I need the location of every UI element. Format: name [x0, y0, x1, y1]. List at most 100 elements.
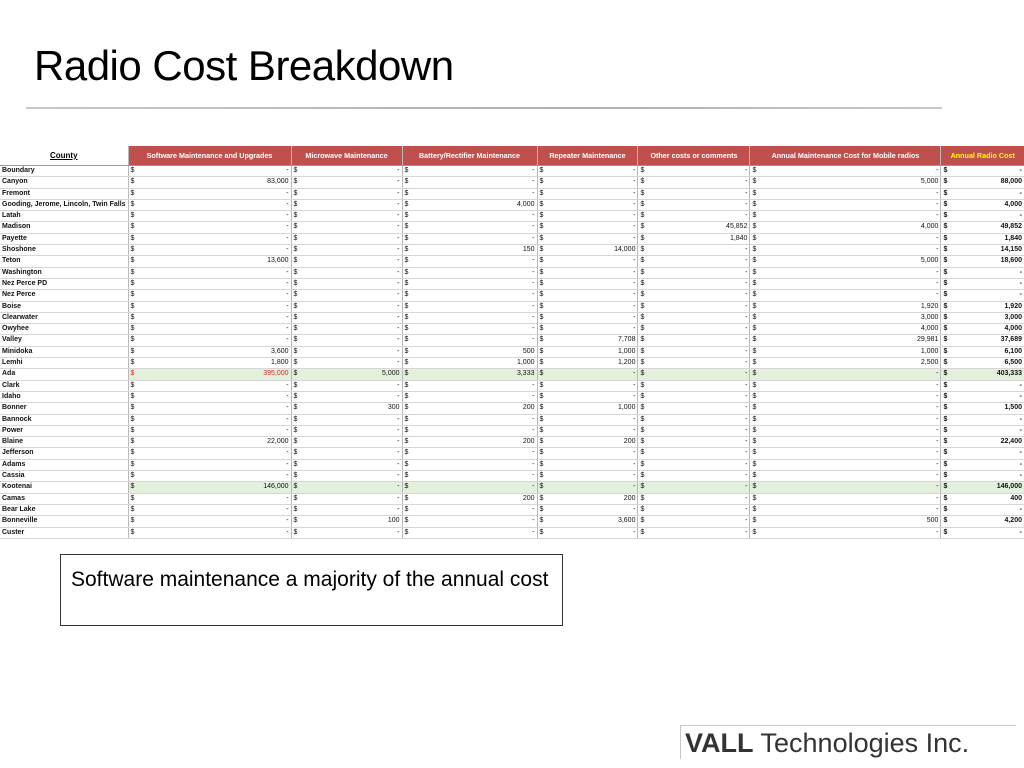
currency-symbol: $	[640, 336, 645, 344]
currency-symbol: $	[539, 505, 544, 513]
cost-value: -	[532, 517, 535, 525]
cost-value: 2,500	[920, 359, 939, 367]
currency-symbol: $	[293, 438, 298, 446]
cost-cell: $ -	[637, 380, 750, 392]
currency-symbol: $	[404, 223, 409, 231]
cost-value: -	[397, 200, 400, 208]
cost-cell: $ -	[749, 425, 941, 438]
currency-symbol: $	[130, 268, 135, 276]
currency-symbol: $	[404, 460, 409, 468]
currency-symbol: $	[130, 483, 135, 491]
currency-symbol: $	[640, 257, 645, 265]
annual-cost-cell: $ -	[940, 165, 1024, 178]
currency-symbol: $	[404, 392, 409, 400]
currency-symbol: $	[130, 279, 135, 287]
table-row: Bannock $ - $ - $ - $ - $ - $ - $ -	[0, 414, 1024, 426]
currency-symbol: $	[293, 313, 298, 321]
currency-symbol: $	[130, 359, 135, 367]
table-row: Kootenai $146,000 $ - $ - $ - $ - $ - $146,000	[0, 481, 1024, 494]
cost-cell: $ -	[637, 244, 750, 257]
currency-symbol: $	[752, 528, 757, 536]
cost-cell: $3,000	[749, 312, 941, 325]
cost-cell: $ -	[637, 414, 750, 426]
cost-cell: $ -	[127, 380, 292, 392]
currency-symbol: $	[752, 347, 757, 355]
cost-cell: $ -	[290, 267, 403, 279]
cost-value: -	[936, 279, 939, 287]
cost-cell: $ -	[749, 188, 941, 200]
currency-symbol: $	[404, 415, 409, 423]
cost-value: -	[532, 279, 535, 287]
cost-cell: $ -	[401, 391, 537, 404]
cost-cell: $ -	[637, 301, 750, 313]
cost-value: 200	[522, 438, 535, 446]
currency-symbol: $	[752, 189, 757, 197]
cost-cell: $ -	[637, 493, 750, 505]
currency-symbol: $	[943, 392, 948, 400]
currency-symbol: $	[293, 505, 298, 513]
cost-value: -	[745, 257, 748, 265]
company-logo: VALL Technologies Inc.	[680, 725, 1016, 759]
cost-value: -	[286, 392, 289, 400]
currency-symbol: $	[752, 302, 757, 310]
table-row: Adams $ - $ - $ - $ - $ - $ - $ -	[0, 459, 1024, 472]
table-row: Nez Perce PD $ - $ - $ - $ - $ - $ - $ -	[0, 278, 1024, 291]
currency-symbol: $	[539, 302, 544, 310]
currency-symbol: $	[640, 291, 645, 299]
cost-cell: $1,200	[536, 357, 638, 370]
cost-value: -	[397, 291, 400, 299]
cost-cell: $ -	[637, 255, 750, 268]
currency-symbol: $	[130, 189, 135, 197]
currency-symbol: $	[640, 279, 645, 287]
currency-symbol: $	[752, 483, 757, 491]
currency-symbol: $	[293, 483, 298, 491]
county-cell: Nez Perce PD	[0, 278, 129, 291]
header-battery: Battery/Rectifier Maintenance	[401, 146, 537, 166]
cost-value: -	[745, 302, 748, 310]
cost-cell: $ -	[401, 380, 537, 392]
cost-value: -	[745, 167, 748, 174]
currency-symbol: $	[404, 505, 409, 513]
currency-symbol: $	[752, 415, 757, 423]
currency-symbol: $	[130, 494, 135, 502]
cost-cell: $ -	[401, 323, 537, 336]
cost-cell: $ -	[536, 527, 638, 539]
cost-cell: $ -	[637, 267, 750, 279]
cost-cell: $ -	[637, 368, 750, 381]
cost-value: -	[1019, 460, 1022, 468]
cost-cell: $ -	[127, 425, 292, 438]
county-cell: Camas	[0, 493, 129, 505]
annual-cost-cell: $ -	[940, 267, 1024, 279]
cost-value: -	[633, 415, 636, 423]
county-cell: Fremont	[0, 188, 129, 200]
header-mobile-radios: Annual Maintenance Cost for Mobile radio…	[749, 146, 941, 166]
cost-value: 22,000	[267, 438, 289, 446]
cost-value: -	[936, 268, 939, 276]
cost-value: -	[633, 528, 636, 536]
cost-cell: $ -	[290, 289, 403, 302]
currency-symbol: $	[293, 449, 298, 457]
cost-value: -	[397, 223, 400, 231]
cost-value: -	[936, 370, 939, 378]
county-cell: Clearwater	[0, 312, 129, 325]
currency-symbol: $	[404, 494, 409, 502]
cost-cell: $ -	[127, 414, 292, 426]
table-header-row: County Software Maintenance and Upgrades…	[0, 146, 1024, 166]
cost-cell: $ -	[401, 459, 537, 472]
currency-symbol: $	[640, 313, 645, 321]
cost-value: -	[532, 336, 535, 344]
currency-symbol: $	[293, 336, 298, 344]
currency-symbol: $	[404, 483, 409, 491]
cost-value: -	[936, 483, 939, 491]
cost-value: -	[1019, 449, 1022, 457]
cost-value: -	[286, 460, 289, 468]
currency-symbol: $	[130, 392, 135, 400]
currency-symbol: $	[130, 178, 135, 186]
table-row: Washington $ - $ - $ - $ - $ - $ - $ -	[0, 267, 1024, 279]
cost-cell: $22,000	[127, 436, 292, 449]
cost-value: -	[633, 325, 636, 333]
cost-value: -	[286, 517, 289, 525]
county-cell: Jefferson	[0, 447, 129, 460]
currency-symbol: $	[539, 460, 544, 468]
cost-cell: $ -	[401, 470, 537, 483]
